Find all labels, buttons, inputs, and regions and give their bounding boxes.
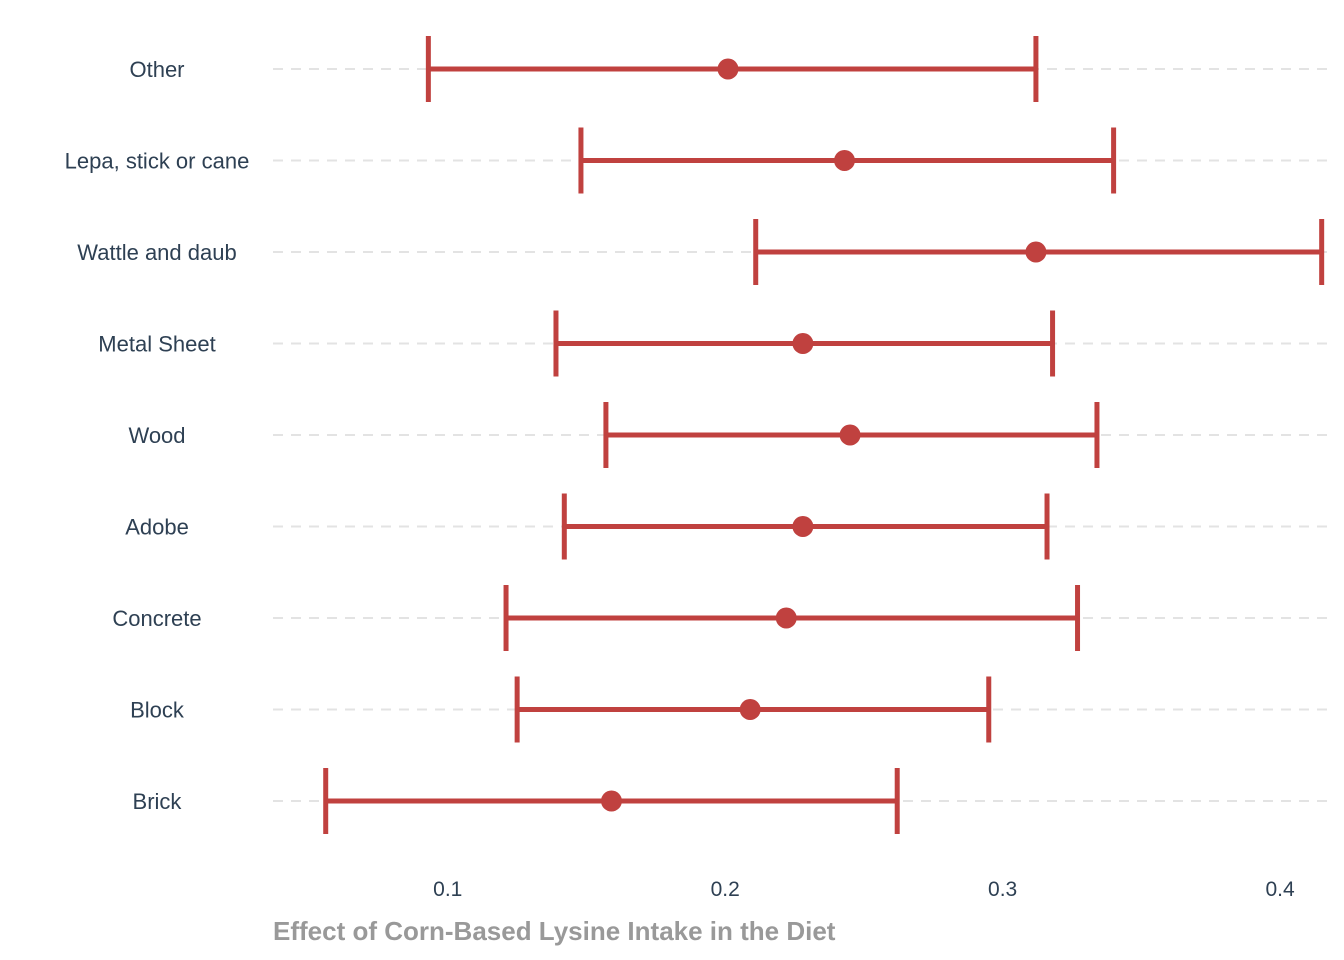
x-tick-label: 0.4 [1265,878,1295,901]
estimate-point [834,150,856,171]
category-label: Other [129,57,184,82]
category-label: Brick [133,789,183,814]
category-label: Lepa, stick or cane [65,149,250,174]
category-label: Concrete [112,606,201,631]
estimate-point [600,790,622,812]
category-labels: Other Lepa, stick or cane Wattle and daub M… [65,57,250,814]
category-label: Metal Sheet [98,332,215,357]
estimate-point [775,607,797,629]
estimate-point [839,424,861,446]
x-tick-label: 0.2 [711,878,740,901]
estimate-point [792,333,814,354]
category-label: Wood [128,423,185,448]
x-tick-label: 0.3 [988,878,1017,901]
category-label: Block [130,698,185,723]
x-axis-title: Effect of Corn-Based Lysine Intake in th… [273,916,836,946]
error-bars [323,36,1325,834]
estimate-point [717,58,739,80]
x-tick-label: 0.1 [433,878,462,901]
category-label: Wattle and daub [77,240,236,265]
x-axis-ticks: 0.1 0.2 0.3 0.4 [433,878,1295,901]
estimate-point [792,516,814,537]
category-label: Adobe [125,515,189,540]
estimate-point [739,699,761,720]
estimate-point [1025,241,1047,263]
